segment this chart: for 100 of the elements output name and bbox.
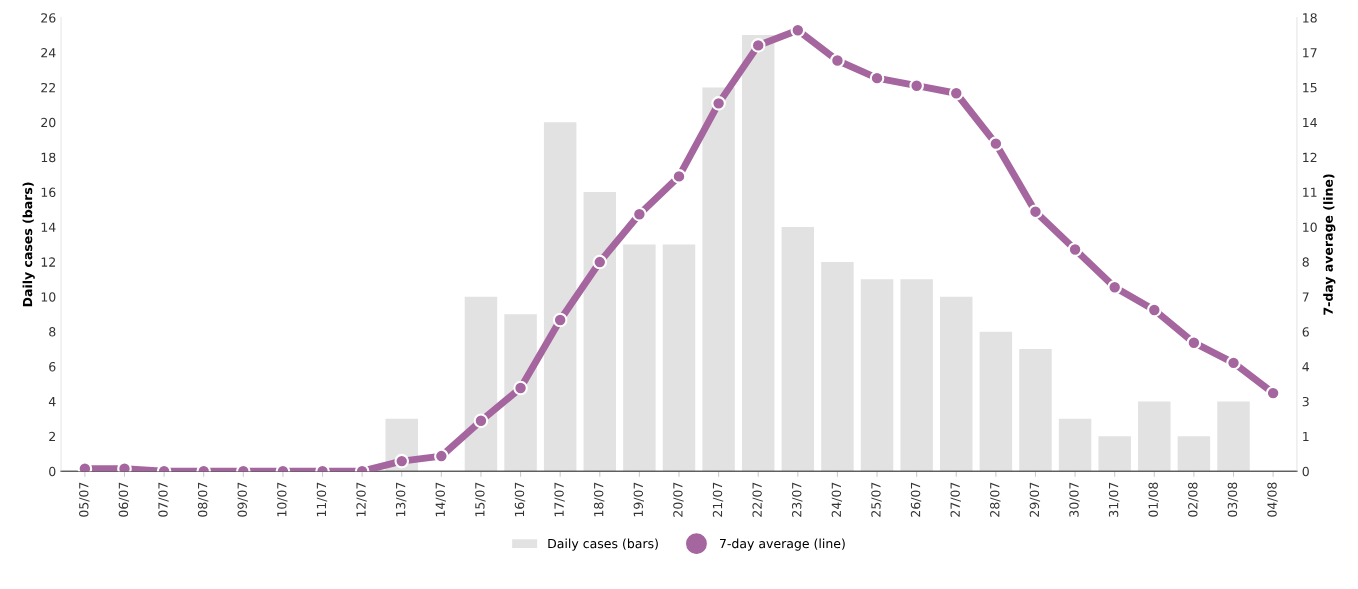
bar <box>860 279 894 472</box>
y-tick-label: 12 <box>41 257 55 267</box>
bar <box>702 87 735 472</box>
x-tick-label: 18/07 <box>593 482 605 517</box>
x-tick-label: 04/08 <box>1267 482 1278 517</box>
x-tick-label: 29/07 <box>1029 482 1041 517</box>
bar <box>623 244 656 472</box>
y-tick-label: 22 <box>41 82 55 93</box>
legend-label: 7-day average (line) <box>719 538 845 551</box>
bar <box>1058 418 1092 472</box>
point <box>750 38 766 53</box>
y2-tick-label: 17 <box>1303 48 1317 58</box>
y-tick-label: 18 <box>41 152 56 163</box>
y2-tick-label: 4 <box>1302 362 1309 372</box>
x-tick-label: 26/07 <box>910 482 922 517</box>
x-tick-label: 22/07 <box>752 482 763 517</box>
point <box>1265 385 1281 401</box>
x-tick-label: 21/07 <box>712 482 724 517</box>
x-tick-label: 01/08 <box>1148 482 1159 517</box>
x-tick-label: 15/07 <box>475 482 486 517</box>
y-tick-label: 6 <box>49 362 56 372</box>
legend-label: Daily cases (bars) <box>548 538 658 551</box>
x-tick-label: 30/07 <box>1069 482 1080 517</box>
bar <box>1177 436 1211 472</box>
x-tick-label: 20/07 <box>673 482 684 517</box>
x-tick-label: 25/07 <box>871 482 882 517</box>
x-tick-label: 13/07 <box>395 482 407 517</box>
point <box>988 136 1004 151</box>
bar <box>1019 349 1052 472</box>
y-tick-label: 10 <box>41 292 56 302</box>
x-tick-label: 10/07 <box>277 482 288 517</box>
point <box>1028 204 1043 219</box>
y2-tick-label: 6 <box>1302 327 1309 337</box>
point <box>830 53 845 68</box>
point <box>671 169 687 184</box>
x-tick-label: 31/07 <box>1108 482 1120 517</box>
y2-tick-label: 11 <box>1303 187 1317 197</box>
x-tick-label: 05/07 <box>79 482 90 517</box>
x-tick-label: 23/07 <box>792 482 803 517</box>
bar <box>821 261 854 472</box>
y2-tick-label: 10 <box>1303 222 1317 232</box>
x-tick-label: 24/07 <box>831 482 843 517</box>
point <box>1186 335 1202 350</box>
x-tick-label: 17/07 <box>554 482 565 517</box>
x-tick-label: 27/07 <box>950 482 961 517</box>
bar <box>464 296 498 472</box>
y2-tick-label: 7 <box>1302 292 1309 302</box>
point <box>473 413 489 429</box>
bar <box>940 296 973 472</box>
point <box>1067 242 1083 257</box>
y2-tick-label: 8 <box>1302 257 1309 267</box>
point <box>394 453 410 469</box>
x-tick-label: 07/07 <box>158 482 169 517</box>
y-tick-label: 16 <box>41 187 56 198</box>
x-tick-label: 16/07 <box>514 482 526 517</box>
x-tick-label: 28/07 <box>990 482 1001 517</box>
point <box>1226 355 1241 371</box>
bar <box>543 122 577 472</box>
y-tick-label: 2 <box>49 431 55 442</box>
point <box>513 380 528 396</box>
y2-tick-label: 0 <box>1302 466 1309 477</box>
y2-tick-label: 3 <box>1302 396 1309 407</box>
point <box>552 312 568 328</box>
y2-axis-title: 7-day average (line) <box>1323 174 1336 315</box>
bar <box>504 314 537 472</box>
bar <box>900 279 933 472</box>
point <box>434 448 449 464</box>
bar <box>583 192 617 472</box>
point <box>592 254 608 270</box>
y-tick-label: 0 <box>49 466 56 477</box>
bar <box>741 35 775 472</box>
x-tick-label: 12/07 <box>356 482 367 517</box>
bar <box>662 244 696 472</box>
y2-tick-label: 1 <box>1303 431 1309 442</box>
x-tick-label: 19/07 <box>633 482 644 517</box>
x-tick-label: 02/08 <box>1188 482 1199 517</box>
y-tick-label: 24 <box>41 48 56 58</box>
point <box>711 96 726 111</box>
y-tick-label: 14 <box>41 222 56 232</box>
point <box>1107 279 1122 295</box>
y2-tick-label: 12 <box>1303 152 1317 162</box>
y-tick-label: 26 <box>41 13 56 23</box>
point <box>117 461 132 472</box>
bar <box>1098 436 1131 472</box>
bar <box>1138 401 1171 472</box>
y-tick-label: 20 <box>41 117 56 128</box>
x-tick-label: 09/07 <box>237 482 248 517</box>
y-tick-label: 4 <box>48 397 56 407</box>
y2-tick-label: 15 <box>1303 83 1317 93</box>
x-tick-label: 14/07 <box>435 482 446 517</box>
bar <box>1217 401 1250 472</box>
x-tick-label: 03/08 <box>1227 482 1239 517</box>
y-tick-label: 8 <box>49 327 56 337</box>
x-tick-label: 06/07 <box>118 482 130 517</box>
y2-tick-label: 18 <box>1303 13 1317 23</box>
bar <box>781 226 815 472</box>
y-axis-title: Daily cases (bars) <box>22 182 35 307</box>
point <box>869 70 885 86</box>
point <box>909 78 924 93</box>
point <box>632 206 647 222</box>
